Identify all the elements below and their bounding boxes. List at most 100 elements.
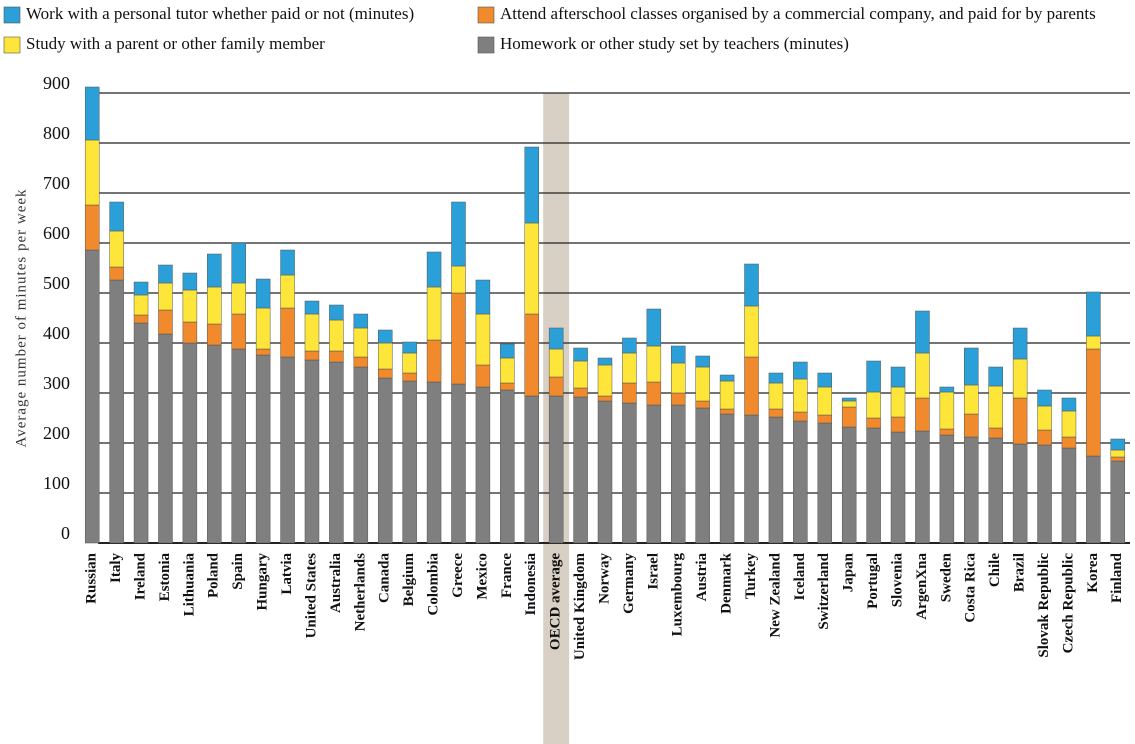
x-tick-label: Portugal [865, 553, 881, 609]
bar-segment [1012, 358, 1028, 399]
bar-segment [964, 384, 979, 415]
bar-segment [573, 396, 588, 544]
bar-segment [353, 313, 369, 329]
x-tick-label: Finland [1109, 552, 1125, 603]
x-tick-label: Greece [450, 553, 466, 598]
legend-swatch [477, 36, 495, 54]
bar-segment [207, 253, 222, 288]
bar-segment [646, 404, 662, 544]
bar-segment [377, 368, 393, 379]
bar-segment [597, 395, 613, 402]
bar-segment [841, 400, 857, 408]
x-tick-label: Japan [841, 552, 857, 592]
bar-segment [768, 372, 784, 384]
bar-segment [1110, 449, 1126, 458]
bar-segment [1110, 460, 1126, 544]
x-tick-label: Israel [645, 553, 661, 590]
bar-segment [255, 348, 271, 356]
bar-segment [695, 400, 710, 409]
x-tick-label: United States [303, 553, 319, 639]
x-tick-label: Canada [377, 553, 393, 604]
y-tick-label: 300 [43, 373, 70, 393]
legend-swatch [3, 6, 21, 24]
bar-segment [548, 327, 564, 350]
y-tick-label: 600 [43, 223, 70, 243]
bar-segment [158, 333, 173, 544]
bar-segment [597, 364, 613, 397]
bar-segment [622, 402, 637, 544]
bar-segment [793, 411, 808, 422]
bar-segment [329, 319, 344, 352]
bar-segment [500, 343, 515, 359]
bar-segment [890, 431, 906, 544]
bar-segment [84, 249, 100, 544]
legend-swatch [477, 6, 495, 24]
bar-segment [646, 308, 662, 347]
bar-segment [158, 309, 173, 335]
bar-segment [280, 249, 295, 276]
bar-segment [695, 355, 710, 368]
bar-segment [866, 417, 881, 429]
bar-segment [377, 329, 393, 344]
x-tick-label: Chile [987, 553, 1003, 588]
bar-segment [182, 321, 198, 344]
bar-segment [109, 230, 124, 268]
bar-segment [377, 342, 393, 370]
bar-segment [304, 350, 320, 361]
y-tick-label: 900 [43, 73, 70, 93]
bar-segment [817, 414, 833, 424]
x-tick-label: Switzerland [816, 552, 832, 629]
x-tick-label: Estonia [157, 553, 173, 602]
x-tick-label: Belgium [401, 553, 417, 607]
bar-segment [1110, 438, 1126, 451]
bar-segment [426, 251, 442, 288]
bar-segment [890, 366, 906, 388]
bar-segment [231, 282, 246, 315]
bar-segment [695, 366, 710, 402]
bar-segment [402, 341, 417, 354]
bar-segment [744, 305, 759, 358]
y-tick-label: 200 [43, 423, 70, 443]
x-tick-label: Netherlands [352, 553, 368, 631]
bar-segment [109, 266, 124, 281]
y-axis-label: Average number of minutes per week [13, 188, 29, 447]
bar-segment [255, 307, 271, 350]
bar-segment [84, 204, 100, 251]
bar-segment [304, 313, 320, 352]
bar-segment [695, 407, 710, 544]
bar-segment [671, 392, 686, 406]
bar-segment [1061, 410, 1077, 438]
bar-segment [866, 391, 881, 419]
bar-segment [158, 282, 173, 311]
bar-segment [622, 337, 637, 354]
bar-segment [964, 436, 979, 544]
x-tick-label: Indonesia [523, 553, 539, 616]
legend-swatch [3, 36, 21, 54]
bar-segment [671, 345, 686, 364]
bar-segment [548, 376, 564, 397]
bar-segment [1110, 456, 1126, 462]
bar-segment [915, 430, 930, 544]
x-tick-label: Hungary [255, 553, 271, 611]
bar-segment [353, 356, 369, 368]
x-tick-label: Denmark [719, 552, 735, 613]
bar-segment [377, 377, 393, 544]
x-tick-label: OECD average [548, 553, 564, 650]
bar-segment [133, 322, 149, 544]
bar-segment [524, 222, 539, 315]
bar-segment [890, 416, 906, 433]
x-tick-label: New Zealand [767, 552, 783, 637]
bar-segment [719, 380, 735, 410]
bar-segment [1086, 291, 1101, 337]
x-tick-label: Costa Rica [963, 553, 979, 623]
bar-segment [939, 434, 955, 544]
bar-segment [255, 278, 271, 309]
bar-segment [646, 381, 662, 406]
bar-segment [500, 389, 515, 544]
legend-label: Work with a personal tutor whether paid … [26, 4, 414, 23]
bar-segment [451, 383, 466, 544]
bar-segment [133, 314, 149, 324]
bar-segment [304, 300, 320, 315]
bar-segment [231, 313, 246, 350]
